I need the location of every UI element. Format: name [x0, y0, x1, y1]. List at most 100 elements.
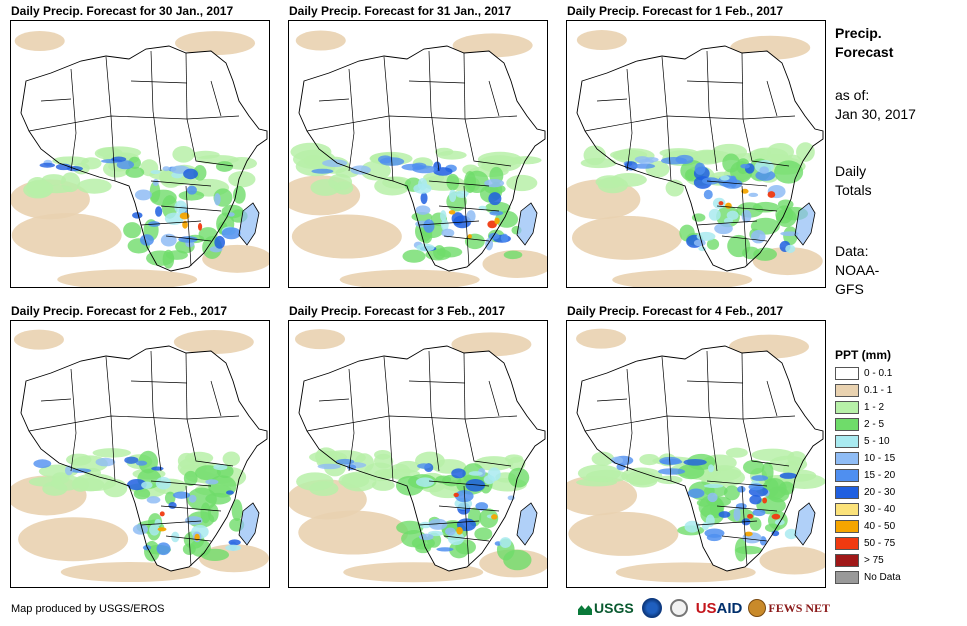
precip-blob: [751, 229, 766, 244]
precip-blob: [168, 501, 177, 509]
precip-blob: [221, 227, 241, 240]
precip-blob: [11, 213, 122, 258]
country-border: [150, 50, 154, 112]
map-panel-6: [566, 320, 826, 588]
precip-blob: [222, 451, 240, 467]
legend-item: 0 - 0.1: [835, 366, 892, 381]
country-border: [150, 350, 154, 412]
precip-blob: [335, 458, 355, 465]
precip-blob: [51, 475, 82, 491]
legend-label: 2 - 5: [864, 419, 885, 430]
precip-blob: [702, 177, 720, 185]
precip-blob: [465, 170, 489, 194]
precip-blob: [698, 246, 707, 252]
precip-blob: [417, 463, 431, 469]
country-border: [464, 418, 512, 467]
country-border: [110, 115, 116, 182]
precip-blob: [454, 490, 474, 503]
precip-blob: [66, 453, 92, 466]
precip-blob: [125, 166, 145, 178]
precip-blob: [157, 527, 167, 532]
precip-blob: [178, 190, 205, 201]
country-border: [766, 80, 778, 117]
precip-blob: [784, 528, 798, 540]
precip-blob: [156, 542, 171, 556]
precip-blob: [491, 514, 498, 520]
precip-blob: [764, 523, 781, 533]
precip-blob: [155, 206, 163, 217]
legend-label: 20 - 30: [864, 487, 896, 498]
country-border: [428, 480, 490, 487]
coastline: [20, 345, 268, 572]
precip-blob: [200, 548, 230, 561]
precip-blob: [448, 189, 457, 203]
precip-blob: [186, 487, 217, 511]
country-border: [463, 52, 466, 120]
country-border: [741, 485, 748, 567]
precip-blob: [40, 184, 73, 194]
precip-blob: [749, 495, 762, 505]
precip-blob: [175, 31, 256, 56]
precip-blob: [687, 488, 705, 499]
precip-blob: [123, 222, 142, 239]
country-border: [428, 50, 432, 112]
precip-blob: [759, 546, 825, 575]
country-border: [70, 432, 77, 472]
legend-item: 5 - 10: [835, 434, 890, 449]
legend-swatch: [835, 452, 859, 465]
precip-blob: [500, 233, 509, 243]
country-border: [438, 205, 500, 212]
country-border: [152, 110, 162, 172]
precip-blob: [172, 145, 195, 163]
legend-title: PPT (mm): [835, 348, 892, 362]
precip-blob: [703, 483, 724, 489]
panel-title-6: Daily Precip. Forecast for 4 Feb., 2017: [567, 304, 784, 318]
precip-blob: [499, 537, 512, 548]
country-border: [185, 52, 188, 120]
legend-item: 15 - 20: [835, 468, 895, 483]
country-border: [706, 180, 768, 187]
precip-blob: [371, 479, 395, 491]
precip-blob: [440, 210, 447, 222]
precip-blob: [188, 494, 197, 503]
totals-line2: Totals: [835, 182, 872, 198]
precip-blob: [751, 475, 769, 481]
precip-blob: [428, 518, 448, 530]
usaid-logo-text-a: US: [695, 599, 717, 617]
precip-blob: [449, 541, 469, 559]
map-credit: Map produced by USGS/EROS: [11, 603, 165, 615]
usgs-logo-text: USGS: [594, 600, 634, 616]
precip-blob: [141, 481, 153, 489]
noaa-logo: [641, 598, 662, 618]
madagascar: [794, 202, 816, 246]
precip-blob: [295, 329, 346, 350]
precip-blob: [296, 472, 334, 491]
precip-blob: [411, 162, 427, 170]
precip-blob: [33, 459, 52, 469]
legend-swatch: [835, 554, 859, 567]
country-border: [686, 380, 744, 384]
country-border: [626, 432, 633, 472]
precip-blob: [488, 232, 500, 240]
precip-blob: [228, 539, 241, 546]
country-border: [706, 350, 710, 412]
precip-blob: [685, 169, 696, 181]
precip-blob: [508, 467, 530, 488]
precip-blob: [228, 171, 256, 188]
legend-item: No Data: [835, 570, 901, 585]
precip-blob: [583, 145, 606, 166]
precip-blob: [182, 220, 188, 229]
country-border: [661, 56, 668, 117]
legend-item: 10 - 15: [835, 451, 895, 466]
precip-blob: [576, 30, 627, 51]
precip-blob: [466, 210, 476, 223]
precip-blob: [483, 475, 495, 485]
country-border: [742, 418, 790, 467]
country-border: [418, 520, 480, 526]
precip-blob: [183, 168, 198, 180]
country-border: [165, 235, 212, 242]
precip-blob: [767, 486, 790, 503]
precip-blob: [504, 454, 524, 463]
precip-blob: [57, 269, 198, 287]
precip-blob: [489, 210, 504, 216]
